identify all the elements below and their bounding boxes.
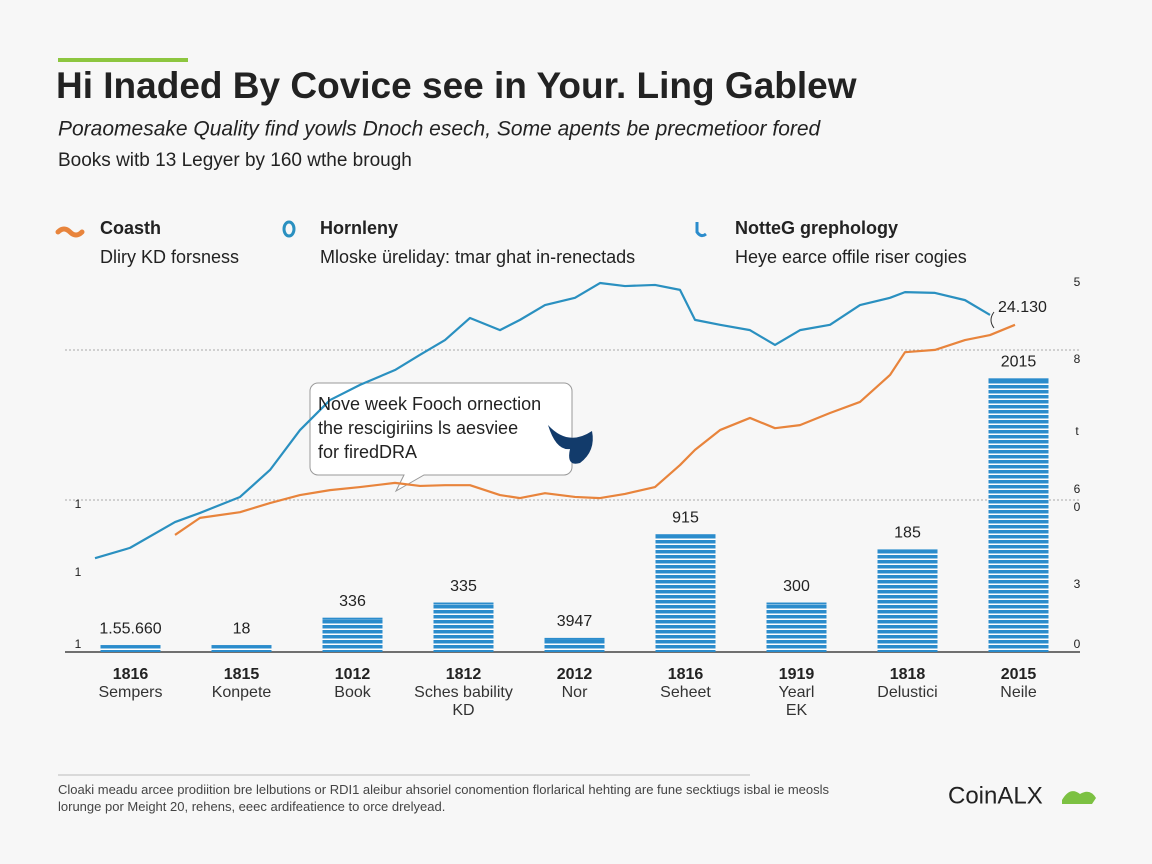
x-tick-label: 1012 [335,666,371,683]
left-axis-label: 1 [75,497,82,511]
callout [309,382,593,493]
category-name: Delustici [877,684,938,701]
right-axis-label: 8 [1074,352,1081,366]
bar [544,637,605,652]
bar-label: 915 [672,509,699,526]
bar-cap [211,645,272,648]
callout-box [309,382,573,493]
bar [211,645,272,652]
bar-label: 3947 [557,613,593,630]
x-tick-label: 1919 [779,666,815,683]
legend-description: Mloske üreliday: tmar ghat in-renectads [320,247,635,267]
right-axis-label: 6 [1074,482,1081,496]
bar-cap [988,378,1049,381]
bar [766,602,827,652]
legend-name: Hornleny [320,218,398,238]
category-name: Seheet [660,684,711,701]
bar-label: 335 [450,578,477,595]
bar [100,645,161,652]
chart-subtitle: Poraomesake Quality find yowls Dnoch ese… [58,118,822,141]
legend-icons [55,220,707,238]
chart-title: Hi Inaded By Covice see in Your. Ling Ga… [56,65,857,106]
bar-label: 2015 [1001,354,1037,371]
line [94,281,991,560]
bar-label: 336 [339,593,366,610]
x-tick-label: 1812 [446,666,482,683]
legend-icon [55,226,85,238]
x-tick-label: 1818 [890,666,926,683]
category-name: Sches bability KD [414,684,513,719]
legend-name: NotteG grephology [735,218,898,238]
legend-icon [282,220,296,238]
x-tick-label: 2015 [1001,666,1037,683]
right-axis-label: 0 [1074,500,1081,514]
bar-cap [655,534,716,537]
category-name: Yearl EK [778,684,815,719]
x-tick-label: 1815 [224,666,260,683]
left-axis-label: 1 [75,637,82,651]
legend-description: Heye earce offile riser cogies [735,247,967,267]
chart-note: Books witb 13 Legyer by 160 wthe brough [58,150,412,171]
bar-cap [766,602,827,605]
footer-text: Cloaki meadu arcee prodiition bre lelbut… [58,782,830,814]
legend-name: Coasth [100,218,161,238]
category-name: Konpete [211,684,272,701]
bar [988,378,1049,652]
annotation: 24.130 [998,299,1047,316]
bar-cap [544,637,605,640]
x-tick-label: 2012 [557,666,593,683]
callout-shape [548,425,593,464]
logo-mark [1062,791,1096,804]
line [174,323,1016,536]
right-axis-label: 3 [1074,577,1081,591]
bar-cap [322,617,383,620]
bar-cap [877,549,938,552]
category-name: Nor [561,684,588,701]
logo: CoinALX [948,782,1043,809]
bar [322,617,383,652]
callout-text: Nove week Fooch ornection the rescigirii… [318,394,542,462]
annotation-arrow [990,311,995,329]
bar [433,602,494,652]
left-axis-label: 1 [75,565,82,579]
right-axis-label: 0 [1074,637,1081,651]
x-tick-label: 1816 [113,666,149,683]
bar-label: 1.55.660 [99,620,161,637]
bar-label: 185 [894,525,921,542]
right-axis-label: 5 [1074,275,1081,289]
bar [655,534,716,652]
bar-cap [100,645,161,648]
bar-cap [433,602,494,605]
x-tick-label: 1816 [668,666,704,683]
legend-icon [695,222,707,238]
category-name: Sempers [98,684,163,701]
bar [877,549,938,652]
right-axis-label: t [1075,424,1079,438]
legend-description: Dliry KD forsness [100,247,239,267]
category-name: Book [334,684,371,701]
accent-bar [58,58,188,62]
bar-label: 300 [783,578,810,595]
bar-label: 18 [233,620,251,637]
category-name: Neile [1000,684,1037,701]
